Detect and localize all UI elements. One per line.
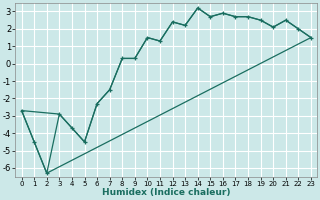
X-axis label: Humidex (Indice chaleur): Humidex (Indice chaleur)	[102, 188, 230, 197]
